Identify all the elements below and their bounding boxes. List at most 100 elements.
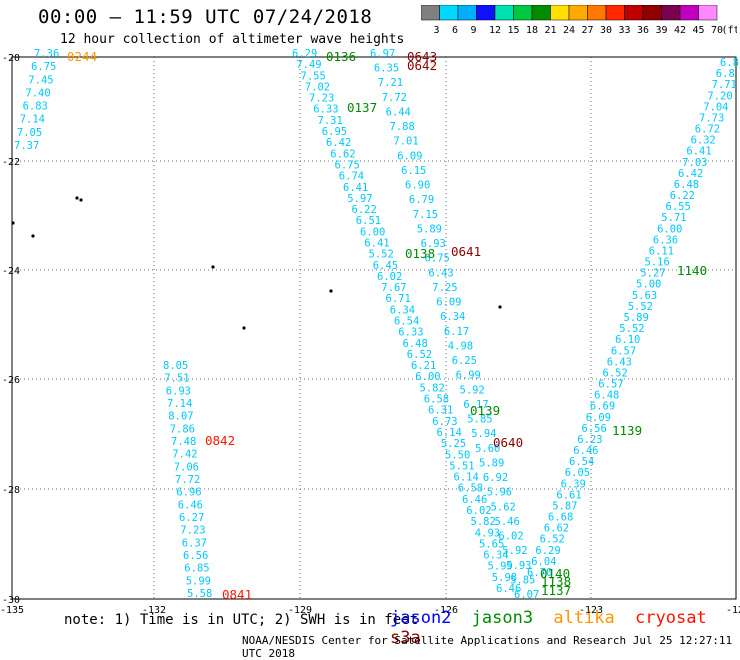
- scale-label: (ft): [722, 25, 738, 36]
- lat-tick-label: -30: [2, 595, 20, 606]
- swh-value: 6.23: [577, 434, 602, 446]
- swh-value: 6.39: [561, 478, 586, 490]
- swh-value: 6.43: [428, 267, 453, 279]
- swh-value: 5.89: [417, 224, 442, 236]
- pass-time-label: 0643: [407, 49, 437, 64]
- lat-tick-label: -28: [2, 485, 20, 496]
- lat-tick-label: -24: [2, 266, 20, 277]
- swh-value: 6.97: [370, 48, 395, 60]
- swh-value: 6.09: [586, 412, 611, 424]
- island: [31, 234, 35, 238]
- swh-value: 6.29: [535, 545, 560, 557]
- pass-time-label: 1138: [541, 574, 571, 589]
- swh-value: 7.03: [682, 157, 707, 169]
- swh-value: 6.73: [432, 416, 457, 428]
- footer-note: note: 1) Time is in UTC; 2) SWH is in fe…: [64, 612, 419, 628]
- swh-value: 4.98: [448, 340, 473, 352]
- swh-value: 5.94: [471, 428, 496, 440]
- swh-value: 7.23: [180, 525, 205, 537]
- swh-value: 7.51: [164, 373, 189, 385]
- swh-value: 7.55: [301, 70, 326, 82]
- swh-value: 7.67: [381, 282, 406, 294]
- credit-line: NOAA/NESDIS Center for Satellite Applica…: [242, 634, 733, 660]
- swh-value: 4.93: [475, 527, 500, 539]
- swh-value: 6.48: [674, 179, 699, 191]
- swh-value: 5.52: [628, 301, 653, 313]
- scale-label: 9: [471, 25, 477, 36]
- swh-value: 6.95: [322, 126, 347, 138]
- scale-label: 30: [600, 25, 612, 36]
- pass-time-label: 0641: [451, 244, 481, 259]
- swh-value: 7.02: [305, 81, 330, 93]
- scale-label: 6: [452, 25, 458, 36]
- swh-value: 6.46: [178, 499, 203, 511]
- swh-value: 6.90: [405, 180, 430, 192]
- swh-value: 5.98: [492, 572, 517, 584]
- swh-value: 7.23: [309, 93, 334, 105]
- scale-label: 15: [508, 25, 520, 36]
- swh-value: 5.16: [645, 257, 670, 269]
- swh-value: 5.00: [636, 279, 661, 291]
- swh-value: 6.8: [716, 68, 735, 80]
- map-title: 00:00 — 11:59 UTC 07/24/2018: [38, 6, 373, 28]
- swh-value: 5.46: [495, 516, 520, 528]
- swh-value: 5.82: [420, 382, 445, 394]
- swh-value: 5.89: [624, 312, 649, 324]
- pass-time-label: 0137: [347, 100, 377, 115]
- scale-label: 42: [674, 25, 686, 36]
- swh-value: 6.34: [483, 550, 508, 562]
- swh-value: 7.31: [318, 115, 343, 127]
- swh-value: 7.88: [390, 121, 415, 133]
- swh-value: 6.72: [695, 124, 720, 136]
- scale-label: 12: [489, 25, 501, 36]
- swh-value: 5.99: [488, 561, 513, 573]
- swh-value: 6.99: [456, 370, 481, 382]
- swh-value: 6.75: [335, 160, 360, 172]
- swh-value: 6.71: [386, 293, 411, 305]
- island: [498, 305, 502, 309]
- swh-value: 6.02: [377, 271, 402, 283]
- island: [11, 221, 15, 225]
- swh-value: 6.34: [390, 304, 415, 316]
- swh-value: 6.46: [462, 494, 487, 506]
- swh-value: 6.14: [437, 427, 462, 439]
- swh-value: 7.36: [34, 48, 59, 60]
- swh-value: 6.46: [496, 583, 521, 595]
- swh-value: 6.58: [424, 394, 449, 406]
- swh-value: 5.52: [619, 323, 644, 335]
- swh-value: 7.49: [296, 59, 321, 71]
- swh-value: 6.15: [401, 165, 426, 177]
- scale-label: 33: [619, 25, 631, 36]
- swh-value: 6.93: [166, 385, 191, 397]
- swh-value: 5.93: [506, 560, 531, 572]
- swh-value: 6.22: [670, 190, 695, 202]
- swh-value: 6.34: [440, 311, 465, 323]
- swh-value: 6.55: [666, 201, 691, 213]
- swh-value: 6.75: [425, 253, 450, 265]
- scale-label: 3: [434, 25, 440, 36]
- swh-value: 6.21: [411, 360, 436, 372]
- swh-value: 6.54: [394, 316, 419, 328]
- swh-value: 5.51: [449, 460, 474, 472]
- lon-tick-label: -135: [0, 605, 24, 616]
- swh-value: 6.48: [594, 390, 619, 402]
- swh-value: 6.45: [373, 260, 398, 272]
- lat-tick-label: -22: [2, 157, 20, 168]
- legend-cryosat: cryosat: [635, 608, 707, 628]
- island: [211, 265, 215, 269]
- lon-tick-label: -132: [142, 605, 166, 616]
- swh-value: 7.72: [382, 92, 407, 104]
- scale-label: 70: [711, 25, 723, 36]
- swh-value: 6.70: [527, 567, 552, 579]
- scale-label: 24: [563, 25, 575, 36]
- swh-value: 7.20: [707, 90, 732, 102]
- swh-value: 6.56: [183, 550, 208, 562]
- swh-value: 6.8: [720, 57, 739, 69]
- swh-value: 6.02: [498, 531, 523, 543]
- scale-label: 45: [693, 25, 705, 36]
- scale-label: 27: [582, 25, 594, 36]
- island: [242, 326, 246, 330]
- swh-value: 6.74: [339, 171, 364, 183]
- swh-value: 6.41: [686, 146, 711, 158]
- swh-value: 6.69: [590, 401, 615, 413]
